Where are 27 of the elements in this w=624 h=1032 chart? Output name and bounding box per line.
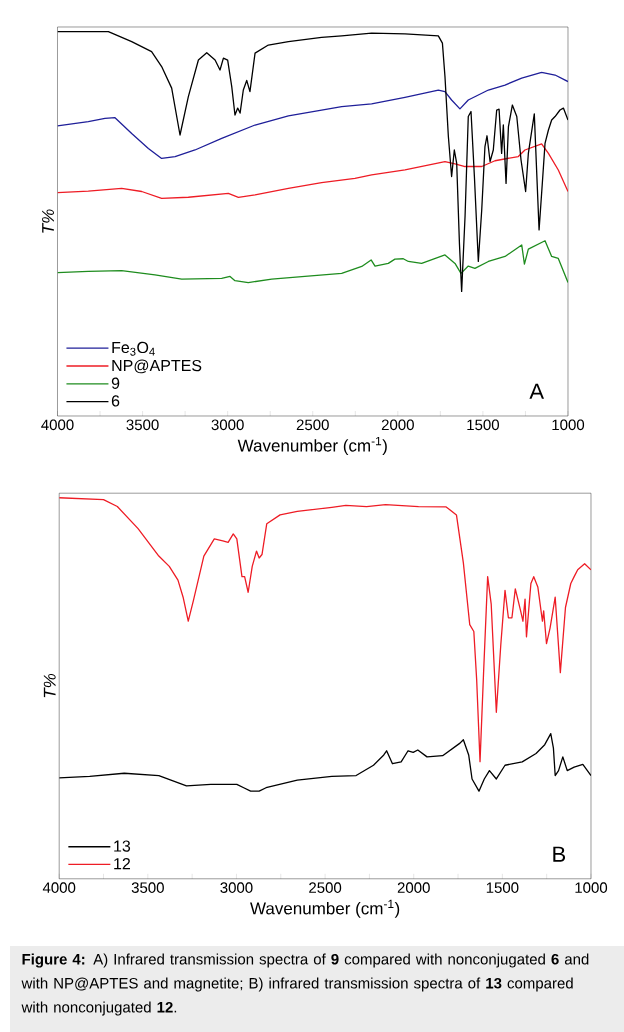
x-tick-label: 4000	[41, 419, 74, 431]
x-tick-label: 2000	[397, 882, 430, 893]
x-axis-title: Wavenumber (cm$^{-1}$)	[250, 899, 400, 918]
x-tick-label: 2500	[296, 419, 329, 431]
annotation: A	[529, 383, 545, 399]
y-axis-title: T%	[42, 209, 54, 233]
x-tick-label: 3000	[220, 882, 253, 893]
x-tick-label: 2000	[381, 419, 414, 431]
x-axis-title: Wavenumber (cm$^{-1}$)	[237, 437, 387, 455]
x-tick-label: 3500	[126, 419, 159, 431]
annotation: B	[553, 846, 566, 862]
x-tick-label: 1500	[467, 419, 499, 431]
legend-label: Fe$_{3}$O$_{4}$	[112, 341, 155, 356]
x-tick-label: 1000	[552, 419, 585, 431]
x-tick-label: 3000	[211, 419, 244, 431]
y-axis-title: T%	[43, 673, 56, 698]
x-tick-label: 4000	[42, 882, 76, 893]
x-tick-label: 2500	[309, 882, 342, 893]
legend-label: 12	[114, 858, 130, 870]
legend-label: 9	[111, 377, 120, 389]
legend-label: 13	[114, 840, 131, 852]
x-tick-label: 3500	[131, 882, 164, 893]
text: Figure 4: A) Infrared transmission spectra of 9 compared with nonconjugated 6 and with NP@APTES and magnetite; B) infrared transmission spectra of 13 compared with nonconjugated 12.	[21, 953, 589, 1016]
legend-label: 6	[111, 395, 120, 407]
x-tick-label: 1000	[575, 882, 608, 893]
x-tick-label: 1500	[486, 882, 519, 893]
legend-label: NP@APTES	[112, 359, 202, 374]
